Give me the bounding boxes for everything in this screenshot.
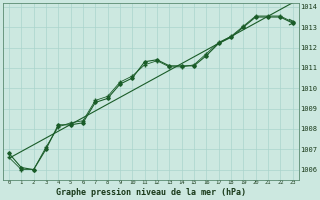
X-axis label: Graphe pression niveau de la mer (hPa): Graphe pression niveau de la mer (hPa) [56, 188, 246, 197]
